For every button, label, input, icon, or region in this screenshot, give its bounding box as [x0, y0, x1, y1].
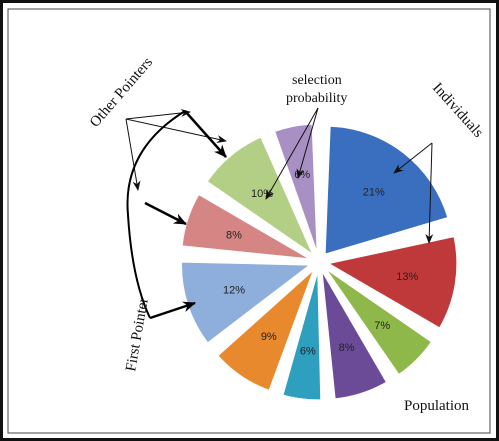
pie-slice-s13 — [327, 236, 458, 329]
selection-probability-label-line2: probability — [286, 91, 347, 106]
slice-label-s8a: 8% — [339, 342, 355, 354]
slice-label-s7: 7% — [374, 320, 390, 332]
slice-label-s13: 13% — [396, 271, 418, 283]
first-pointer-label: First Pointer — [123, 296, 152, 372]
pointer-bracket-curve — [126, 110, 186, 319]
other-pointer-line-3 — [125, 118, 141, 191]
inner-frame — [7, 8, 491, 434]
selection-probability-arrow-1 — [296, 107, 319, 179]
individuals-label: Individuals — [429, 80, 486, 141]
pie-slice-s7 — [325, 268, 433, 376]
other-pointer-line-1 — [125, 109, 191, 120]
slice-label-s12: 12% — [223, 285, 245, 297]
slice-label-s21: 21% — [363, 186, 385, 198]
bold-pointer-arrow-3 — [149, 301, 196, 320]
selection-probability-arrow-2 — [265, 107, 319, 200]
individuals-arrow-1 — [393, 142, 433, 174]
pie-slice-s8a — [321, 271, 388, 400]
individuals-arrow-2 — [425, 142, 434, 244]
other-pointers-label: Other Pointers — [87, 54, 156, 130]
pie-slice-s10 — [206, 136, 314, 256]
pie-slice-s9 — [217, 269, 314, 392]
slice-label-s10: 10% — [251, 188, 273, 200]
pie-slices — [181, 123, 458, 401]
pie-slice-s6a — [282, 271, 322, 401]
selection-probability-label-line1: selection — [292, 73, 342, 88]
other-pointer-line-2 — [125, 118, 227, 143]
slice-label-s8b: 8% — [226, 229, 242, 241]
population-label: Population — [404, 398, 470, 414]
pie-slice-s6b — [274, 123, 318, 253]
pie-slice-s8b — [181, 193, 310, 260]
bold-pointer-arrow-1 — [184, 110, 227, 158]
slice-label-s6a: 6% — [300, 346, 316, 358]
slice-label-s9: 9% — [261, 331, 277, 343]
pie-slice-s21 — [324, 125, 449, 255]
bold-pointer-arrow-2 — [144, 201, 187, 226]
slice-label-s6b: 6% — [294, 169, 310, 181]
